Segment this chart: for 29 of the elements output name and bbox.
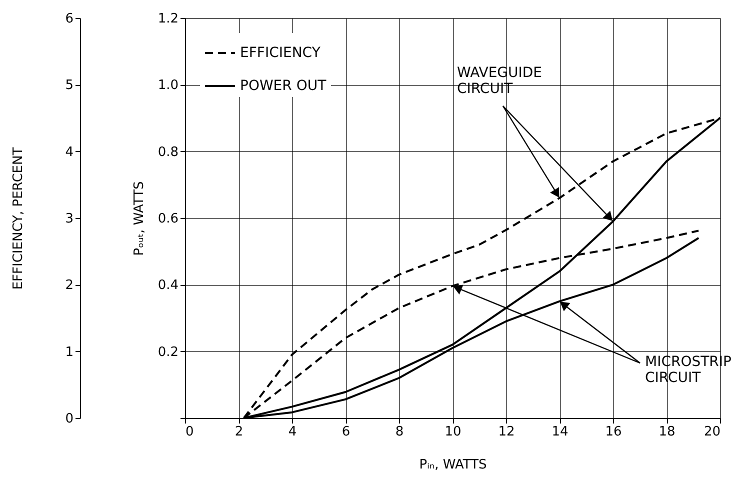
- y2-tick-label: 1: [65, 344, 74, 360]
- y-tick-label: 0.2: [158, 344, 178, 360]
- y-tick-label: 0.6: [158, 212, 178, 226]
- legend-label: POWER OUT: [240, 78, 327, 94]
- y2-tick-label: 2: [65, 278, 74, 294]
- y2-tick-label: 0: [65, 412, 74, 426]
- x-tick-label: 20: [704, 424, 720, 440]
- x-tick-label: 2: [234, 424, 244, 440]
- x-tick-label: 4: [288, 424, 297, 440]
- y-tick-label: 0.8: [158, 144, 178, 160]
- y-tick-label: 1.0: [158, 78, 178, 94]
- x-axis-title: Pᵢₙ, WATTS: [419, 458, 487, 472]
- x-tick-label: 8: [395, 424, 404, 440]
- y2-tick-label: 6: [65, 12, 74, 26]
- x-tick-label: 16: [605, 424, 622, 440]
- x-tick-label: 18: [658, 424, 676, 440]
- x-tick-label: 14: [552, 424, 568, 440]
- x-tick-label: 0: [186, 424, 194, 440]
- y2-tick-label: 4: [65, 144, 74, 160]
- x-tick-label: 12: [498, 424, 515, 440]
- y2-tick-label: 5: [65, 78, 74, 94]
- y2-tick-label: 3: [65, 212, 74, 226]
- legend-label: EFFICIENCY: [240, 45, 321, 61]
- y2-axis-title: EFFICIENCY, PERCENT: [11, 147, 26, 290]
- x-tick-label: 6: [342, 424, 350, 440]
- y-tick-label: 1.2: [158, 12, 178, 26]
- x-tick-label: 10: [444, 424, 462, 440]
- y-axis-title: Pₒᵤₜ, WATTS: [132, 181, 147, 256]
- y-tick-label: 0.4: [158, 278, 178, 294]
